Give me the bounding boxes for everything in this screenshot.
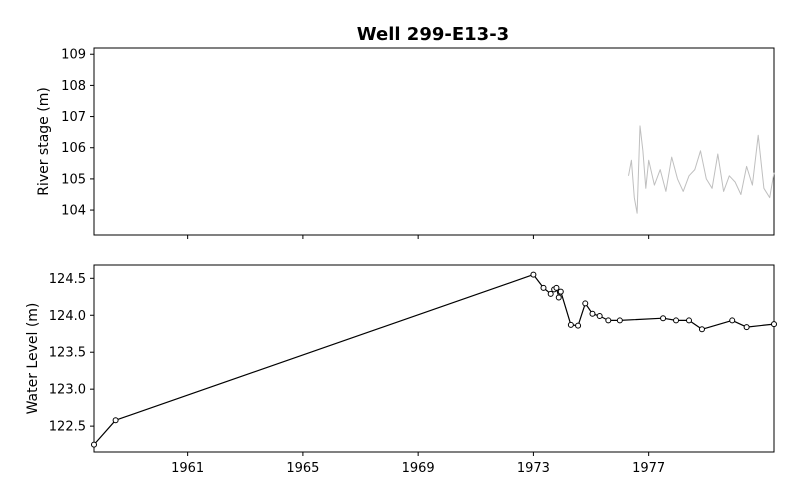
water-level-y-tick-label: 124.5 xyxy=(49,272,86,287)
water-level-x-tick-label: 1969 xyxy=(402,461,435,476)
water-level-series-line xyxy=(93,274,775,445)
river-stage-y-axis-label: River stage (m) xyxy=(36,87,52,196)
river-stage-series xyxy=(628,125,775,214)
water-level-data-point xyxy=(547,290,554,297)
water-level-data-point xyxy=(616,317,623,324)
water-level-y-tick-label: 124.0 xyxy=(49,309,86,324)
water-level-x-tick-label: 1965 xyxy=(286,461,319,476)
water-level-data-point xyxy=(698,326,705,333)
river-stage-y-tick-label: 106 xyxy=(61,141,86,156)
chart-title: Well 299-E13-3 xyxy=(357,24,509,45)
river-stage-y-tick-label: 107 xyxy=(61,110,86,125)
water-level-data-point xyxy=(582,300,589,307)
water-level-data-point xyxy=(575,322,582,329)
river-stage-panel: 104 105 106 107 108 109 River stage (m) xyxy=(36,47,775,239)
water-level-series xyxy=(91,271,777,448)
river-stage-y-tick-label: 105 xyxy=(61,172,86,187)
water-level-x-tick-label: 1973 xyxy=(517,461,550,476)
water-level-data-point xyxy=(567,321,574,328)
water-level-data-point xyxy=(743,324,750,331)
water-level-data-point xyxy=(771,321,777,328)
water-level-data-point xyxy=(729,317,736,324)
water-level-x-ticks: 1961 1965 1969 1973 1977 xyxy=(171,452,665,476)
water-level-y-tick-label: 123.5 xyxy=(49,346,86,361)
water-level-data-point xyxy=(540,284,547,291)
water-level-data-point xyxy=(605,317,612,324)
water-level-data-point xyxy=(91,441,97,448)
river-stage-series-line xyxy=(628,125,775,214)
water-level-y-tick-label: 122.5 xyxy=(49,420,86,435)
water-level-y-tick-label: 123.0 xyxy=(49,383,86,398)
water-level-y-axis-label: Water Level (m) xyxy=(25,303,41,415)
water-level-data-point xyxy=(660,315,667,322)
water-level-plot-frame xyxy=(93,264,775,453)
water-level-data-point xyxy=(553,284,560,291)
water-level-x-tick-label: 1961 xyxy=(171,461,204,476)
river-stage-x-ticks xyxy=(187,235,650,239)
water-level-data-point xyxy=(686,317,692,324)
river-stage-y-tick-label: 104 xyxy=(61,204,86,219)
water-level-data-point xyxy=(555,294,562,301)
river-stage-y-tick-label: 109 xyxy=(61,48,86,63)
water-level-x-tick-label: 1977 xyxy=(632,461,665,476)
water-level-y-ticks: 122.5 123.0 123.5 124.0 124.5 xyxy=(49,272,94,435)
water-level-data-point xyxy=(589,310,596,317)
water-level-data-point xyxy=(530,271,537,278)
river-stage-y-tick-label: 108 xyxy=(61,79,86,94)
water-level-data-point xyxy=(673,317,680,324)
water-level-data-point xyxy=(112,417,119,424)
river-stage-y-ticks: 104 105 106 107 108 109 xyxy=(61,48,94,219)
water-level-data-point xyxy=(557,288,564,295)
water-level-data-point xyxy=(596,313,603,319)
river-stage-plot-frame xyxy=(93,47,775,236)
